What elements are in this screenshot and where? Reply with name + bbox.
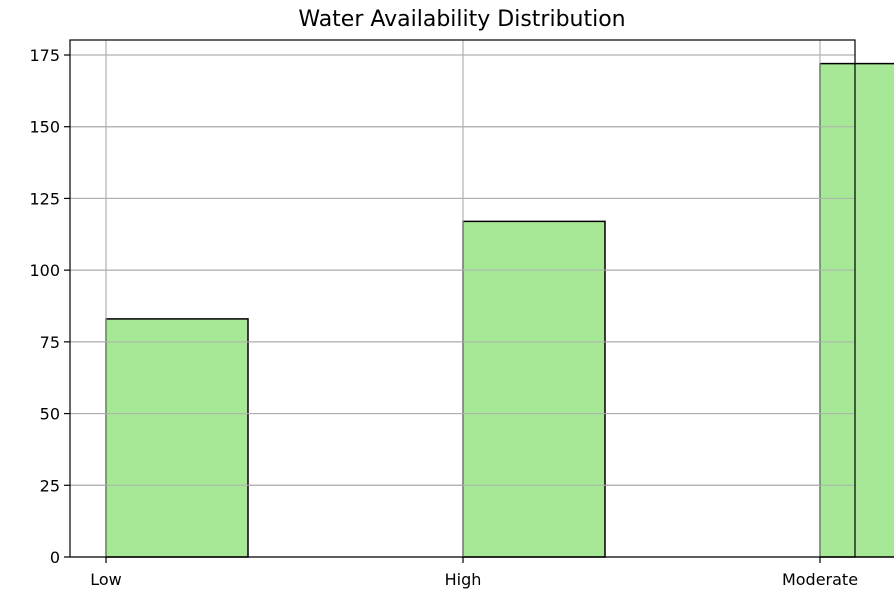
x-tick-label: Moderate — [782, 570, 858, 589]
y-tick-label: 50 — [40, 405, 60, 424]
y-tick-label: 100 — [29, 261, 60, 280]
x-tick-label: High — [445, 570, 482, 589]
y-tick-label: 75 — [40, 333, 60, 352]
y-tick-label: 175 — [29, 46, 60, 65]
bar-high — [462, 220, 606, 558]
y-tick-label: 125 — [29, 189, 60, 208]
x-tick-label: Low — [90, 570, 122, 589]
bar-moderate — [819, 62, 894, 558]
y-tick-label: 0 — [50, 548, 60, 567]
x-axis-ticks: Low High Moderate — [90, 557, 858, 589]
chart-title: Water Availability Distribution — [298, 7, 625, 32]
bars — [70, 40, 894, 558]
y-tick-label: 25 — [40, 476, 60, 495]
y-tick-label: 150 — [29, 118, 60, 137]
bar-low — [105, 318, 249, 558]
y-axis-ticks: 0 25 50 75 100 125 150 175 — [29, 46, 70, 567]
